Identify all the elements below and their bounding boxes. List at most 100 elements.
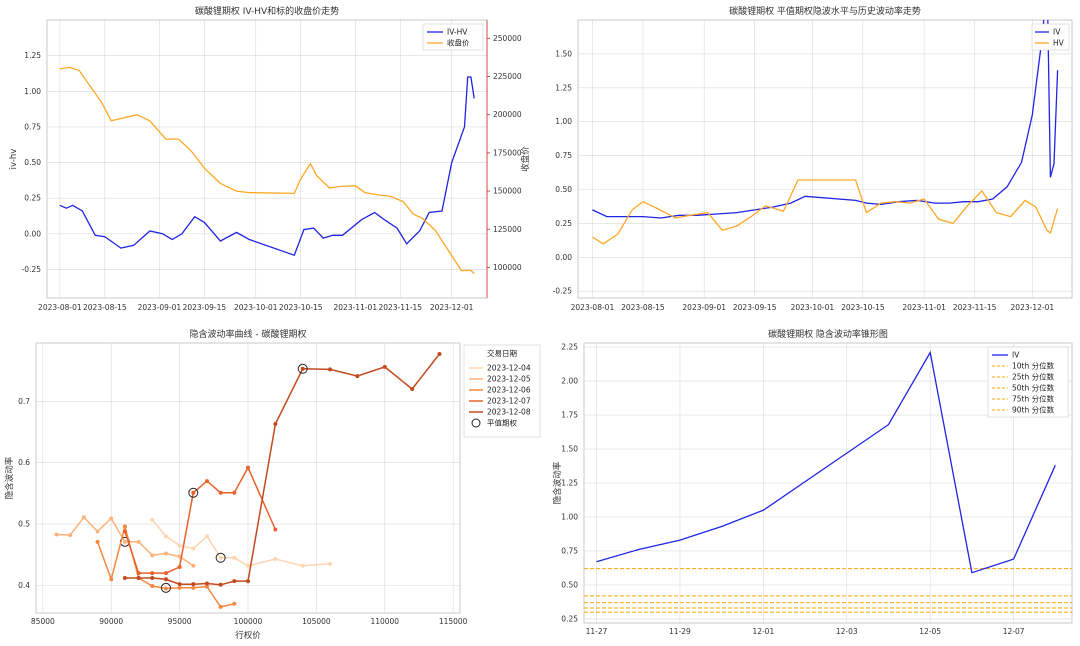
legend-atm-marker (471, 418, 481, 428)
legend-label: IV-HV (447, 28, 468, 37)
series-point (150, 571, 155, 576)
y-tick-label: 0.7 (18, 397, 30, 406)
legend-label: 90th 分位数 (1012, 405, 1055, 415)
y-tick-label: 0.75 (24, 122, 41, 131)
x-tick-label: 2023-08-15 (83, 303, 127, 312)
series-point (191, 546, 196, 551)
y-tick-label: 0.75 (555, 151, 572, 160)
series-point (300, 366, 305, 371)
series-point (355, 374, 360, 379)
chart-title: 碳酸锂期权 隐含波动率锥形图 (768, 328, 888, 340)
x-tick-label: 11-29 (669, 627, 691, 636)
legend-label: 平值期权 (487, 418, 517, 428)
y2-tick-label: 150000 (493, 187, 522, 196)
series-point (246, 579, 250, 584)
series-point (328, 367, 333, 372)
y-tick-label: 1.50 (555, 49, 572, 58)
x-tick-label: 2023-09-15 (733, 303, 777, 312)
x-tick-label: 2023-11-15 (953, 303, 997, 312)
x-tick-label: 2023-08-15 (621, 303, 665, 312)
panel-volatility-cone: 碳酸锂期权 隐含波动率锥形图 11-27 11-29 12-01 12-03 12-05 1… (552, 328, 1073, 636)
legend-label: 2023-12-08 (487, 408, 531, 417)
panel-volatility-smile: 隐含波动率曲线 - 碳酸锂期权 85000 90000 95000 100000 1050… (4, 328, 541, 641)
x-tick-label: 2023-11-01 (902, 303, 946, 312)
legend-label: 2023-12-04 (487, 364, 531, 373)
series-point (109, 516, 114, 521)
y-tick-label: 2.25 (561, 343, 578, 352)
x-tick-label: 2023-11-15 (378, 303, 422, 312)
y-axis-label: iv-hv (9, 149, 19, 170)
series-point (232, 579, 237, 584)
y2-tick-label: 250000 (493, 34, 522, 43)
y-tick-label: 1.75 (561, 411, 578, 420)
series-line-iv (596, 350, 1056, 574)
y-tick-label: 0.50 (561, 580, 578, 589)
legend-label: 2023-12-07 (487, 397, 531, 406)
series-point (246, 465, 250, 470)
series-point (95, 539, 100, 544)
atm-marker (297, 363, 308, 374)
y2-tick-label: 200000 (493, 110, 522, 119)
legend-label: IV (1053, 28, 1061, 37)
plot-frame (46, 19, 488, 299)
atm-marker (215, 552, 226, 563)
series-point (150, 584, 155, 588)
x-tick-label: 110000 (370, 617, 399, 626)
series-point (122, 539, 127, 544)
y-tick-label: 1.00 (561, 512, 578, 521)
x-axis-label: 行权价 (235, 630, 261, 641)
panel-atm-iv-vs-hv: 碳酸锂期权 平值期权隐波水平与历史波动率走势 2023-08-01 2023-08-… (553, 5, 1073, 312)
x-tick-label: 11-27 (586, 627, 608, 636)
y-tick-label: 0.00 (24, 229, 41, 238)
legend-box (422, 23, 484, 51)
series-point (150, 553, 155, 558)
y-tick-label: 1.25 (24, 51, 41, 60)
legend-label: 2023-12-06 (487, 386, 531, 395)
series-point (81, 515, 86, 520)
series-point (177, 564, 182, 569)
series-point (204, 479, 209, 484)
series-point (300, 563, 305, 568)
legend-label: 收盘价 (447, 38, 470, 48)
y2-tick-label: 125000 (493, 225, 522, 234)
x-tick-label: 2023-10-01 (234, 303, 278, 312)
legend-label: 25th 分位数 (1012, 372, 1055, 382)
x-tick-label: 2023-12-01 (430, 303, 474, 312)
series-point (273, 422, 278, 426)
y-tick-label: 2.00 (561, 377, 578, 386)
series-point (218, 555, 223, 560)
series-point (273, 557, 278, 561)
y-tick-label: 0.25 (555, 219, 572, 228)
y-tick-label: 0.75 (561, 546, 578, 555)
y-tick-label: 0.4 (18, 581, 30, 590)
series-point (232, 601, 237, 606)
y2-axis-label: 收盘价 (520, 146, 531, 172)
y2-tick-label: 100000 (493, 263, 522, 272)
x-tick-label: 115000 (439, 617, 468, 626)
series-point (163, 577, 168, 582)
legend-label: 50th 分位数 (1012, 383, 1055, 393)
series-point (382, 364, 387, 369)
y-tick-label: 0.25 (561, 614, 578, 623)
legend-label: HV (1053, 39, 1065, 48)
series-point (177, 585, 182, 590)
series-point (54, 532, 59, 537)
series-point (232, 490, 237, 495)
series-point (191, 585, 196, 590)
y2-tick-label: 225000 (493, 72, 522, 81)
chart-title: 隐含波动率曲线 - 碳酸锂期权 (190, 328, 307, 340)
series-point (246, 563, 250, 568)
y-axis-label: 隐含波动率 (552, 461, 563, 504)
series-line-close (59, 66, 475, 275)
series-line-iv (592, 20, 1059, 219)
x-tick-label: 2023-11-01 (334, 303, 378, 312)
series-point (328, 561, 333, 566)
series-point (95, 529, 100, 534)
y-tick-label: 1.25 (555, 83, 572, 92)
series-point (177, 543, 182, 548)
series-point (191, 490, 196, 495)
series-point (150, 517, 155, 522)
series-point (232, 555, 237, 560)
series-point (109, 577, 114, 582)
series-point (177, 582, 182, 587)
